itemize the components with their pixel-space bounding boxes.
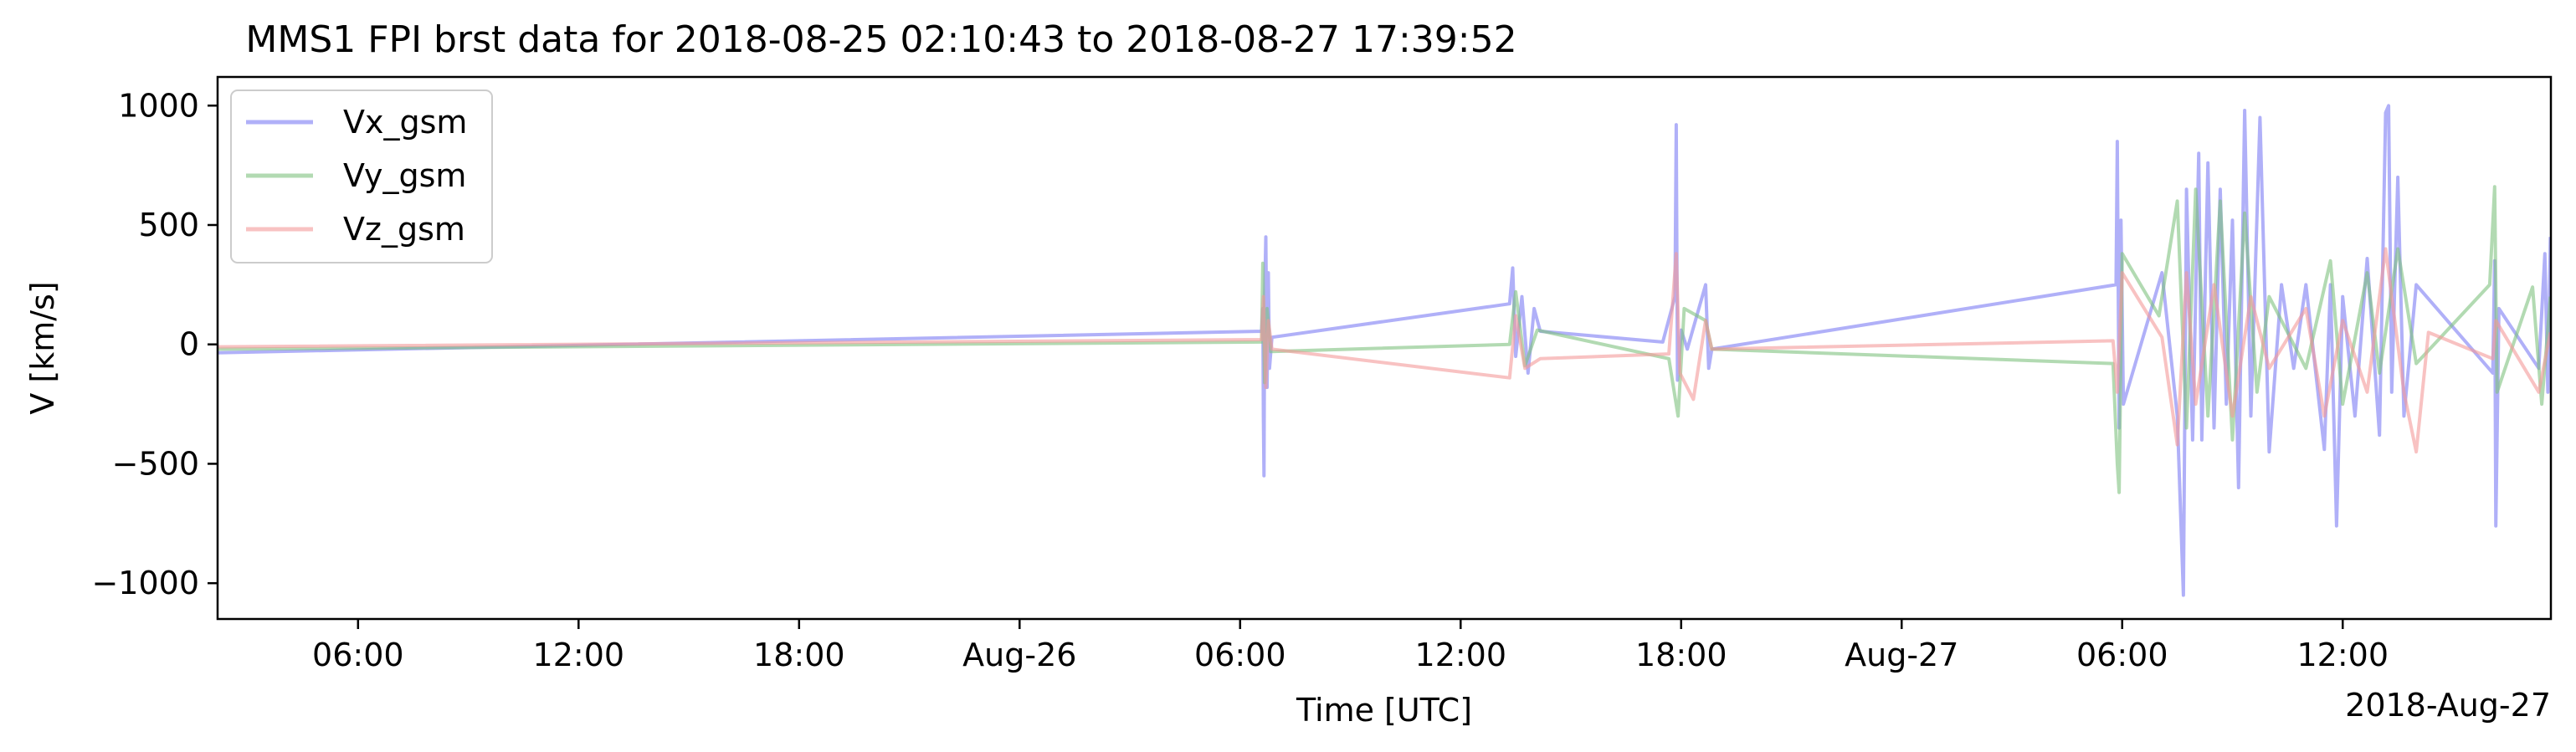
legend-label-2: Vy_gsm [343, 157, 466, 194]
x-tick-label-3: 18:00 [753, 637, 845, 673]
x-tick-label-9: 06:00 [2076, 637, 2168, 673]
x-tick-label-8: Aug-27 [1845, 637, 1958, 673]
x-tick-label-10: 12:00 [2296, 637, 2389, 673]
plot-frame [216, 75, 2553, 621]
x-tick-label-4: Aug-26 [962, 637, 1076, 673]
y-tick-label-3: 0 [179, 326, 199, 363]
x-axis: 06:00 12:00 18:00 Aug-26 06:00 12:00 18:00 Aug-… [312, 619, 2389, 673]
legend-label-3: Vz_gsm [343, 211, 465, 248]
series-layer [218, 104, 2551, 597]
x-tick-label-5: 06:00 [1194, 637, 1286, 673]
x-tick-label-6: 12:00 [1415, 637, 1507, 673]
x-tick-label-2: 12:00 [533, 637, 625, 673]
series-line-1 [218, 104, 2551, 597]
legend: Vx_gsm Vy_gsm Vz_gsm [230, 90, 493, 263]
legend-label-1: Vx_gsm [343, 104, 467, 141]
y-tick-label-4: −500 [112, 445, 199, 482]
x-tick-label-7: 18:00 [1635, 637, 1727, 673]
x-tick-label-1: 06:00 [312, 637, 404, 673]
chart-title: MMS1 FPI brst data for 2018-08-25 02:10:… [245, 18, 1516, 61]
series-line-3 [218, 247, 2551, 454]
y-tick-label-2: 500 [138, 207, 199, 243]
x-axis-label: Time [UTC] [1296, 692, 1472, 729]
y-axis: 1000 500 0 −500 −1000 [91, 87, 218, 601]
y-tick-label-5: −1000 [91, 565, 199, 601]
legend-box [230, 90, 493, 263]
x-axis-offset-label: 2018-Aug-27 [2345, 687, 2551, 724]
y-axis-label: V [km/s] [24, 281, 61, 414]
y-tick-label-1: 1000 [118, 87, 199, 124]
series-line-2 [218, 185, 2551, 494]
